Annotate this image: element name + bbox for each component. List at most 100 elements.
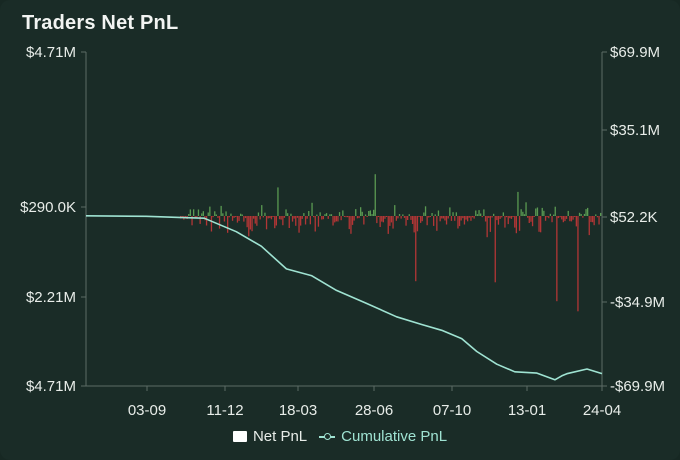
x-tick-label: 18-03	[279, 402, 317, 419]
net-pnl-bar	[381, 216, 383, 222]
net-pnl-bar	[510, 216, 513, 219]
net-pnl-bar	[475, 210, 477, 216]
net-pnl-bar	[463, 216, 466, 225]
net-pnl-bar	[240, 213, 242, 216]
net-pnl-bar	[191, 216, 193, 226]
net-pnl-bar	[514, 216, 516, 228]
left-tick-label: $4.71M	[26, 44, 76, 61]
net-pnl-bar	[428, 216, 430, 218]
net-pnl-bar	[207, 212, 209, 216]
net-pnl-bar	[264, 212, 266, 216]
net-pnl-bar	[197, 209, 200, 216]
net-pnl-bar	[215, 214, 217, 216]
net-pnl-bar	[356, 216, 359, 219]
net-pnl-bar	[248, 216, 250, 237]
net-pnl-bar	[322, 216, 324, 220]
net-pnl-bar	[325, 213, 328, 216]
net-pnl-bar	[246, 216, 248, 228]
net-pnl-bar	[235, 216, 237, 218]
net-pnl-bar	[251, 216, 253, 232]
net-pnl-bar	[335, 216, 337, 222]
net-pnl-bar	[591, 216, 594, 223]
net-pnl-bar	[551, 216, 553, 223]
net-pnl-bar	[225, 211, 227, 216]
net-pnl-bar	[290, 213, 292, 216]
net-pnl-bar	[330, 214, 333, 216]
net-pnl-bar	[280, 216, 282, 220]
net-pnl-bar	[458, 216, 461, 227]
net-pnl-bar	[454, 216, 456, 221]
left-tick-label: $2.21M	[26, 289, 76, 306]
net-pnl-bar	[387, 216, 389, 234]
net-pnl-bar	[467, 216, 469, 222]
net-pnl-bar	[202, 211, 204, 216]
net-pnl-bar	[374, 174, 376, 216]
net-pnl-bar	[429, 216, 431, 217]
net-pnl-bar	[588, 216, 590, 236]
net-pnl-bar	[411, 216, 414, 224]
net-pnl-bar	[249, 216, 251, 230]
net-pnl-bar	[214, 211, 216, 216]
axis-labels: $4.71M $290.0K $2.21M $4.71M $69.9M $35.1M $52…	[20, 44, 665, 419]
legend-item-cumulative-pnl[interactable]: Cumulative PnL	[319, 428, 447, 445]
net-pnl-bar	[231, 216, 234, 221]
net-pnl-bar	[236, 216, 239, 223]
net-pnl-bar	[478, 210, 480, 216]
net-pnl-bar	[384, 216, 386, 219]
net-pnl-bar	[574, 216, 576, 217]
net-pnl-bar	[531, 216, 534, 227]
net-pnl-bar	[209, 206, 211, 216]
net-pnl-bar	[481, 216, 483, 218]
net-pnl-bar	[450, 216, 453, 221]
right-tick-label: $52.2K	[610, 209, 658, 226]
net-pnl-bar	[470, 216, 472, 221]
net-pnl-bar	[437, 210, 440, 216]
legend-item-net-pnl[interactable]: Net PnL	[232, 428, 307, 445]
net-pnl-bar	[223, 216, 226, 222]
net-pnl-bar	[361, 211, 363, 216]
right-tick-label: -$69.9M	[610, 378, 665, 395]
net-pnl-swatch-icon	[232, 431, 247, 442]
net-pnl-bar	[546, 216, 548, 218]
net-pnl-bar	[410, 216, 412, 220]
net-pnl-bar	[256, 216, 258, 226]
legend: Net PnL Cumulative PnL	[0, 428, 680, 445]
axes	[81, 51, 607, 391]
net-pnl-bar	[313, 216, 315, 218]
net-pnl-bar	[340, 216, 342, 221]
net-pnl-bar	[327, 216, 329, 219]
net-pnl-bar	[277, 187, 279, 216]
net-pnl-bar	[334, 216, 336, 223]
net-pnl-bar	[267, 216, 269, 219]
net-pnl-bar	[364, 214, 367, 216]
net-pnl-bar	[300, 216, 302, 226]
net-pnl-bar	[233, 216, 235, 218]
net-pnl-bar	[564, 216, 566, 222]
net-pnl-bar	[194, 216, 196, 219]
net-pnl-bar	[379, 216, 381, 227]
net-pnl-bar	[304, 216, 307, 225]
net-pnl-bar	[559, 216, 561, 218]
net-pnl-bar	[530, 216, 532, 222]
net-pnl-bar	[505, 216, 508, 218]
net-pnl-bar	[291, 216, 294, 222]
net-pnl-bar	[426, 216, 428, 226]
net-pnl-bar	[402, 214, 404, 216]
net-pnl-bar	[499, 216, 501, 219]
net-pnl-bar	[254, 216, 256, 224]
net-pnl-bar	[554, 206, 556, 216]
net-pnl-bar	[241, 214, 243, 216]
net-pnl-bar	[528, 216, 530, 223]
net-pnl-bar	[407, 216, 409, 220]
net-pnl-bar	[347, 216, 349, 218]
net-pnl-bar	[338, 212, 341, 216]
net-pnl-bar	[218, 216, 221, 229]
cumulative-pnl-line	[85, 215, 603, 381]
net-pnl-bar	[583, 213, 586, 216]
net-pnl-bar	[377, 216, 380, 217]
net-pnl-bar	[324, 214, 326, 216]
net-pnl-bar	[433, 216, 435, 226]
net-pnl-bar	[582, 216, 584, 218]
net-pnl-bar	[480, 213, 482, 216]
net-pnl-bar	[259, 216, 261, 220]
